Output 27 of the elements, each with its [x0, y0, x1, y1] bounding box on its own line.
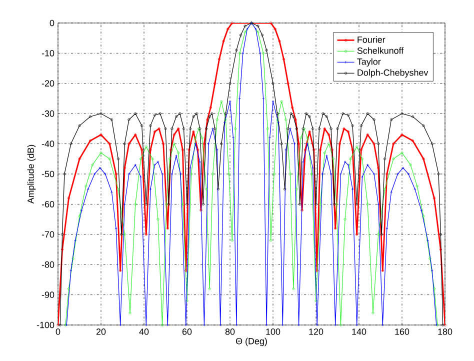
y-tick-label: -20	[42, 80, 54, 87]
x-tick-label: 120	[309, 328, 324, 335]
y-tick-label: 0	[50, 20, 54, 26]
legend-label: Fourier	[358, 36, 386, 43]
x-tick-label: 20	[96, 328, 106, 335]
y-axis-title: Amplitude (dB)	[27, 144, 36, 204]
legend-label: Taylor	[357, 58, 381, 67]
x-tick-label: 100	[266, 328, 280, 335]
y-tick-label: -40	[42, 140, 54, 147]
y-tick-label: -100	[36, 322, 54, 328]
x-tick-label: 160	[395, 328, 410, 335]
x-tick-label: 40	[139, 328, 149, 335]
legend-label: Dolph-Chebyshev	[358, 69, 428, 78]
y-tick-label: -80	[42, 261, 54, 268]
y-tick-label: -90	[42, 292, 54, 298]
y-tick-label: -60	[42, 201, 54, 208]
legend-label: Schelkunoff	[357, 47, 404, 54]
y-tick-label: -30	[42, 110, 54, 117]
x-tick-label: 60	[182, 328, 192, 335]
x-tick-label: 80	[225, 328, 235, 335]
x-tick-label: 0	[56, 328, 60, 335]
y-tick-label: -70	[42, 231, 54, 238]
y-tick-label: -10	[42, 50, 54, 56]
x-tick-label: 140	[352, 328, 366, 335]
y-tick-label: -50	[42, 170, 54, 178]
x-tick-label: 180	[438, 328, 452, 335]
x-axis-title: Θ (Deg)	[236, 338, 267, 346]
